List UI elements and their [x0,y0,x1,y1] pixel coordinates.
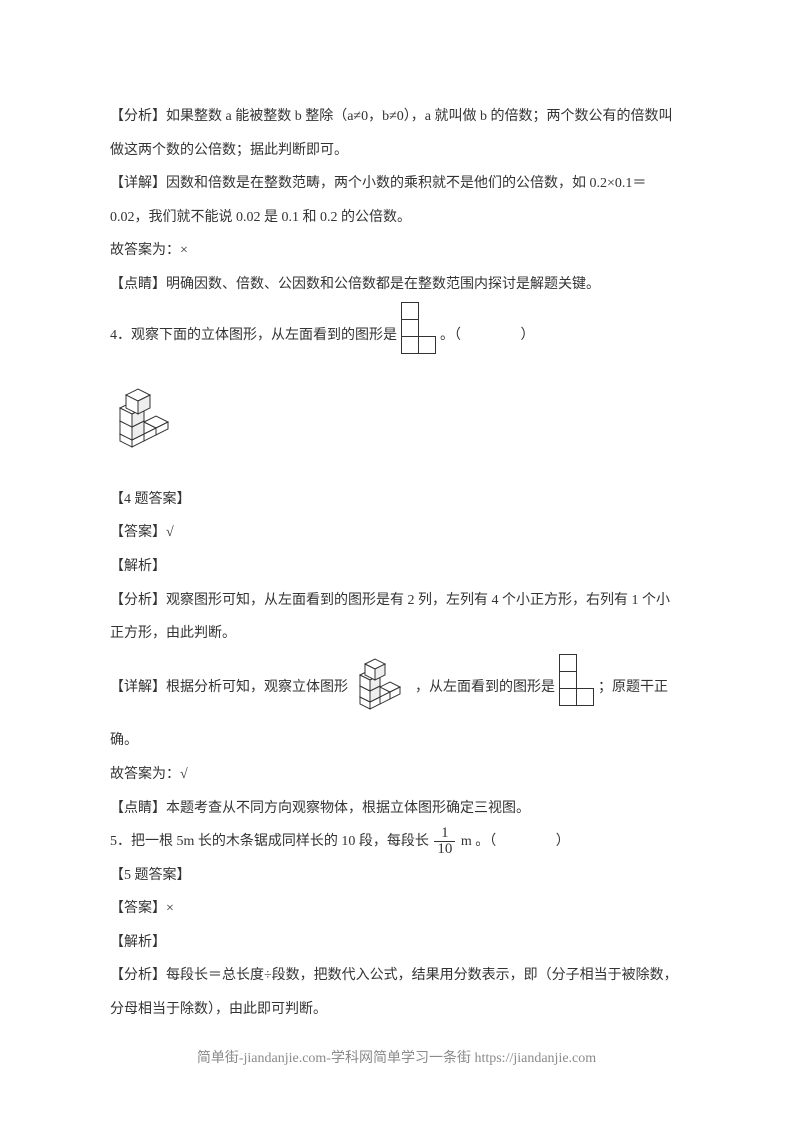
fraction-icon: 1 10 [434,826,455,857]
label-point: 【点睛】 [110,277,166,292]
footer-text: 简单街-jiandanjie.com-学科网简单学习一条街 https://ji… [0,1047,793,1067]
q3-point-text: 明确因数、倍数、公因数和公倍数都是在整数范围内探讨是解题关键。 [166,277,600,292]
q5-stem-post: 。（ [475,834,496,849]
q4-detail: 【详解】根据分析可知，观察立体图形 [110,651,683,758]
q4-analysis: 【分析】观察图形可知，从左面看到的图形是有 2 列，左列有 4 个小正方形，右列… [110,584,683,651]
q4-answer-header: 【4 题答案】 [110,483,683,517]
q4-iso-figure [110,379,683,463]
q4-analysis-text: 观察图形可知，从左面看到的图形是有 2 列，左列有 4 个小正方形，右列有 1 … [110,593,670,642]
q5-blank [496,834,556,849]
flat-view-icon-2 [559,654,595,722]
label-answer: 【答案】 [110,525,166,540]
frac-num: 1 [434,826,455,842]
label-detail: 【详解】 [110,176,166,191]
q4-blank [461,328,521,343]
q5-answer-mark: × [166,901,174,916]
q3-analysis: 【分析】如果整数 a 能被整数 b 整除（a≠0，b≠0），a 就叫做 b 的倍… [110,100,683,167]
q4-stem-close: ） [521,328,535,343]
q5-stem: 5．把一根 5m 长的木条锯成同样长的 10 段，每段长 1 10 m 。（ ） [110,825,683,859]
q5-analysis-text: 每段长＝总长度÷段数，把数代入公式，结果用分数表示，即（分子相当于被除数，分母相… [110,968,678,1017]
label-detail-2: 【详解】 [110,680,166,695]
q3-detail-text: 因数和倍数是在整数范畴，两个小数的乘积就不是他们的公倍数，如 0.2×0.1＝0… [110,176,646,225]
iso-small-icon [352,651,412,725]
q5-analysis: 【分析】每段长＝总长度÷段数，把数代入公式，结果用分数表示，即（分子相当于被除数… [110,959,683,1026]
page-content: 【分析】如果整数 a 能被整数 b 整除（a≠0，b≠0），a 就叫做 b 的倍… [0,0,793,1087]
q5-stem-pre: 5．把一根 5m 长的木条锯成同样长的 10 段，每段长 [110,834,429,849]
q3-answer-line: 故答案为：× [110,234,683,268]
q4-detail-mid: ，从左面看到的图形是 [415,680,555,695]
q4-stem-pre: 4．观察下面的立体图形，从左面看到的图形是 [110,328,397,343]
q4-answer-mark: √ [166,525,174,540]
label-answer-2: 【答案】 [110,901,166,916]
q4-stem-post: 。（ [440,328,461,343]
label-analysis-2: 【分析】 [110,593,166,608]
q5-unit: m [461,834,472,849]
q5-stem-close: ） [556,834,570,849]
flat-view-icon [401,302,437,370]
label-point-2: 【点睛】 [110,801,166,816]
q3-analysis-text: 如果整数 a 能被整数 b 整除（a≠0，b≠0），a 就叫做 b 的倍数；两个… [110,109,673,158]
q4-answer-line: 故答案为：√ [110,758,683,792]
q5-explain-label: 【解析】 [110,926,683,960]
q3-point: 【点睛】明确因数、倍数、公因数和公倍数都是在整数范围内探讨是解题关键。 [110,268,683,302]
label-analysis-3: 【分析】 [110,968,166,983]
q4-stem: 4．观察下面的立体图形，从左面看到的图形是 。（ ） [110,302,683,370]
q4-answer: 【答案】√ [110,516,683,550]
q5-answer: 【答案】× [110,892,683,926]
q4-detail-pre: 根据分析可知，观察立体图形 [166,680,348,695]
frac-den: 10 [434,842,455,857]
label-analysis: 【分析】 [110,109,166,124]
q3-detail: 【详解】因数和倍数是在整数范畴，两个小数的乘积就不是他们的公倍数，如 0.2×0… [110,167,683,234]
q5-answer-header: 【5 题答案】 [110,859,683,893]
q4-explain-label: 【解析】 [110,550,683,584]
q4-point: 【点睛】本题考查从不同方向观察物体，根据立体图形确定三视图。 [110,792,683,826]
q4-point-text: 本题考查从不同方向观察物体，根据立体图形确定三视图。 [166,801,530,816]
